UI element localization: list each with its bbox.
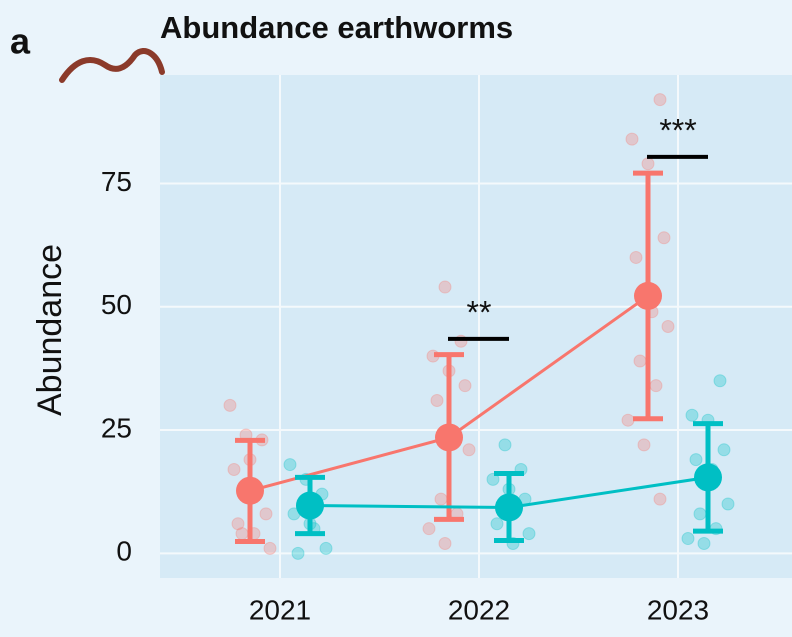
mean-point	[296, 491, 324, 520]
y-tick-label: 50	[101, 289, 132, 320]
raw-point	[721, 497, 735, 511]
mean-point	[236, 476, 264, 505]
raw-point	[713, 374, 727, 388]
mean-point	[435, 423, 463, 452]
raw-point	[693, 507, 707, 521]
raw-point	[681, 532, 695, 546]
raw-point	[430, 393, 444, 407]
raw-point	[649, 379, 663, 393]
mean-point	[634, 281, 662, 310]
raw-point	[657, 231, 671, 245]
raw-point	[685, 408, 699, 422]
y-tick-label: 75	[101, 166, 132, 197]
raw-point	[689, 453, 703, 467]
raw-point	[653, 93, 667, 107]
raw-point	[223, 398, 237, 412]
raw-point	[291, 546, 305, 560]
raw-point	[522, 527, 536, 541]
raw-point	[717, 443, 731, 457]
worm-icon	[59, 48, 165, 83]
raw-point	[422, 522, 436, 536]
raw-point	[486, 472, 500, 486]
significance-label: ***	[659, 112, 696, 148]
x-tick-label: 2021	[249, 594, 311, 625]
raw-point	[653, 492, 667, 506]
raw-point	[319, 541, 333, 555]
raw-point	[490, 517, 504, 531]
raw-point	[438, 536, 452, 550]
x-tick-label: 2022	[448, 594, 510, 625]
mean-point	[495, 493, 523, 522]
raw-point	[462, 443, 476, 457]
raw-point	[641, 157, 655, 171]
significance-label: **	[467, 294, 492, 330]
raw-point	[235, 527, 249, 541]
raw-point	[637, 438, 651, 452]
raw-point	[227, 463, 241, 477]
raw-point	[259, 507, 273, 521]
panel-label: a	[10, 21, 31, 62]
raw-point	[458, 379, 472, 393]
y-tick-label: 25	[101, 412, 132, 443]
raw-point	[263, 541, 277, 555]
raw-point	[629, 250, 643, 264]
y-axis-label: Abundance	[31, 244, 69, 416]
mean-point	[694, 463, 722, 492]
x-tick-label: 2023	[647, 594, 709, 625]
raw-point	[697, 536, 711, 550]
raw-point	[633, 354, 647, 368]
raw-point	[625, 132, 639, 146]
raw-point	[283, 458, 297, 472]
y-tick-label: 0	[116, 536, 132, 567]
chart-title: Abundance earthworms	[160, 10, 513, 45]
raw-point	[621, 413, 635, 427]
raw-point	[498, 438, 512, 452]
raw-point	[434, 492, 448, 506]
raw-point	[231, 517, 245, 531]
raw-point	[438, 280, 452, 294]
raw-point	[661, 320, 675, 333]
